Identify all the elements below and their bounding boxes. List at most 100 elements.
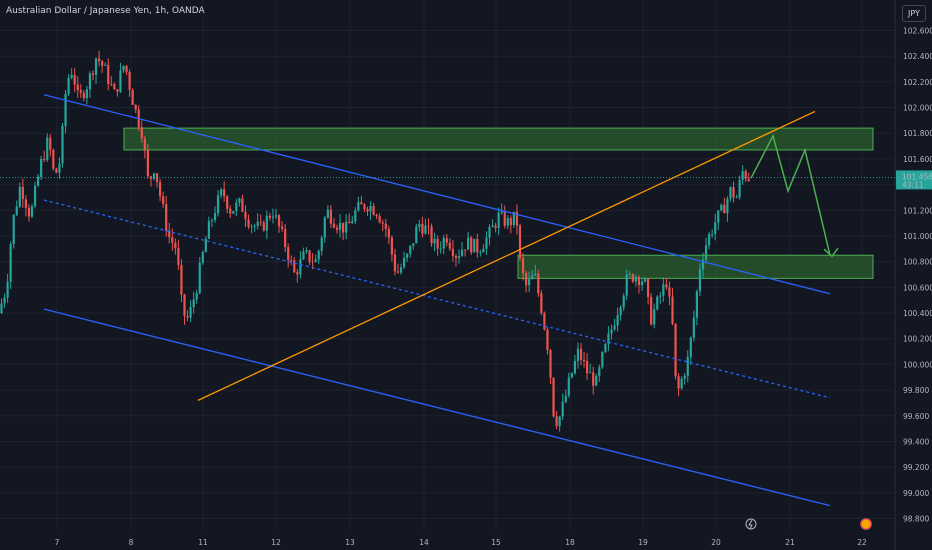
- candle-down: [244, 211, 247, 220]
- candle-up: [741, 171, 744, 180]
- candle-up: [576, 348, 580, 361]
- candle-up: [689, 337, 692, 358]
- candle-down: [91, 73, 95, 75]
- candle-down: [494, 225, 497, 228]
- candle-up: [622, 295, 625, 308]
- candle-down: [674, 323, 677, 377]
- zone_upper: [123, 127, 874, 151]
- event-icon[interactable]: [860, 518, 872, 530]
- candle-up: [67, 78, 70, 94]
- candle-up: [58, 163, 61, 173]
- y-tick-label: 100.600: [903, 283, 932, 292]
- candle-up: [119, 70, 122, 92]
- candle-down: [177, 248, 180, 265]
- candle-down: [390, 237, 393, 255]
- candle-down: [290, 260, 293, 261]
- candle-up: [88, 73, 92, 90]
- y-tick-label: 102.200: [903, 78, 932, 87]
- candle-down: [360, 202, 363, 205]
- candle-down: [183, 294, 186, 317]
- candle-down: [464, 249, 467, 251]
- candle-down: [113, 84, 116, 90]
- candle-up: [564, 395, 567, 402]
- candle-down: [287, 247, 290, 261]
- candle-up: [479, 252, 482, 254]
- candle-up: [610, 329, 613, 334]
- candle-down: [732, 187, 735, 198]
- projection: [750, 133, 831, 256]
- candle-down: [116, 89, 119, 92]
- candle-down: [27, 207, 31, 217]
- candle-up: [253, 225, 256, 227]
- candle-up: [531, 275, 534, 280]
- candle-up: [409, 245, 412, 254]
- candle-down: [223, 189, 226, 197]
- candle-up: [189, 307, 192, 318]
- candle-up: [656, 296, 659, 310]
- candle-down: [159, 182, 162, 197]
- flash-icon[interactable]: [745, 518, 757, 530]
- candle-down: [470, 237, 473, 253]
- candle-up: [369, 205, 372, 212]
- candle-down: [76, 84, 79, 91]
- candle-up: [726, 198, 729, 214]
- candle-up: [573, 360, 576, 374]
- time-axis[interactable]: 7 8 11 12 13 14 15 18 19 20 21 22: [55, 538, 867, 547]
- candle-up: [625, 274, 628, 296]
- bottom-icons[interactable]: [745, 518, 872, 530]
- candle-up: [607, 333, 610, 344]
- candle-down: [140, 127, 143, 139]
- candle-up: [12, 214, 15, 245]
- candle-up: [271, 216, 275, 218]
- candle-up: [528, 279, 531, 286]
- candle-up: [497, 212, 500, 228]
- candle-down: [366, 209, 369, 212]
- candle-down: [549, 350, 552, 378]
- candle-up: [207, 221, 210, 239]
- candle-up: [506, 218, 509, 226]
- trendline: [197, 110, 816, 401]
- candle-up: [729, 187, 732, 199]
- candle-down: [375, 214, 378, 217]
- zone_lower: [517, 254, 874, 279]
- candle-down: [146, 149, 149, 177]
- candle-down: [98, 58, 101, 62]
- candle-down: [552, 377, 555, 417]
- x-tick-label: 11: [198, 538, 208, 547]
- candle-up: [302, 251, 305, 260]
- candle-up: [485, 237, 488, 249]
- candle-up: [3, 297, 6, 304]
- candle-up: [695, 291, 698, 318]
- candle-up: [399, 267, 403, 273]
- candle-down: [134, 104, 137, 110]
- candle-up: [345, 221, 348, 233]
- candle-down: [131, 89, 134, 105]
- y-tick-label: 100.400: [903, 309, 932, 318]
- candle-down: [430, 226, 433, 244]
- price-axis[interactable]: 102.600 102.400 102.200 102.000 101.800 101.6…: [903, 27, 932, 524]
- candle-up: [643, 278, 647, 282]
- candle-down: [579, 348, 583, 360]
- candle-up: [613, 325, 616, 330]
- candle-down: [277, 215, 281, 227]
- candle-down: [284, 228, 287, 248]
- candle-down: [427, 225, 430, 227]
- candle-down: [503, 211, 506, 226]
- candle-up: [70, 74, 73, 79]
- x-tick-label: 13: [345, 538, 355, 547]
- candle-up: [604, 343, 607, 353]
- candle-up: [152, 173, 156, 179]
- candle-down: [174, 242, 177, 249]
- candle-up: [122, 65, 125, 71]
- candle-up: [482, 248, 485, 253]
- candle-up: [0, 303, 3, 314]
- candle-up: [628, 274, 631, 275]
- candle-up: [686, 357, 689, 376]
- currency-button[interactable]: JPY: [902, 5, 926, 22]
- candle-up: [439, 248, 442, 250]
- candle-up: [418, 223, 421, 227]
- candle-down: [332, 223, 336, 228]
- candle-down: [387, 228, 390, 238]
